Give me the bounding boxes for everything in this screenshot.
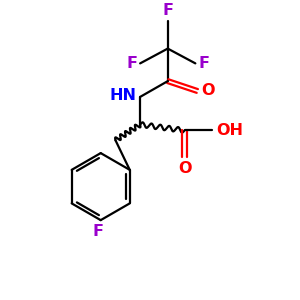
Text: O: O: [178, 161, 191, 176]
Text: F: F: [198, 56, 209, 71]
Text: HN: HN: [109, 88, 136, 104]
Text: F: F: [92, 224, 103, 239]
Text: OH: OH: [216, 123, 243, 138]
Text: F: F: [126, 56, 137, 71]
Text: F: F: [162, 3, 173, 18]
Text: O: O: [201, 83, 215, 98]
